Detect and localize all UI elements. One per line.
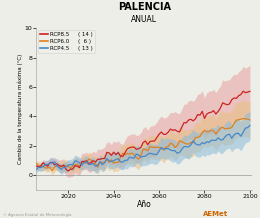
Text: © Agencia Estatal de Meteorología: © Agencia Estatal de Meteorología	[3, 213, 71, 217]
X-axis label: Año: Año	[137, 200, 152, 209]
Text: AEMet: AEMet	[203, 211, 228, 217]
Y-axis label: Cambio de la temperatura máxima (°C): Cambio de la temperatura máxima (°C)	[18, 54, 23, 164]
Text: PALENCIA: PALENCIA	[118, 2, 171, 12]
Text: ANUAL: ANUAL	[131, 15, 157, 24]
Legend: RCP8.5     ( 14 ), RCP6.0     (  6 ), RCP4.5     ( 13 ): RCP8.5 ( 14 ), RCP6.0 ( 6 ), RCP4.5 ( 13…	[38, 30, 95, 53]
